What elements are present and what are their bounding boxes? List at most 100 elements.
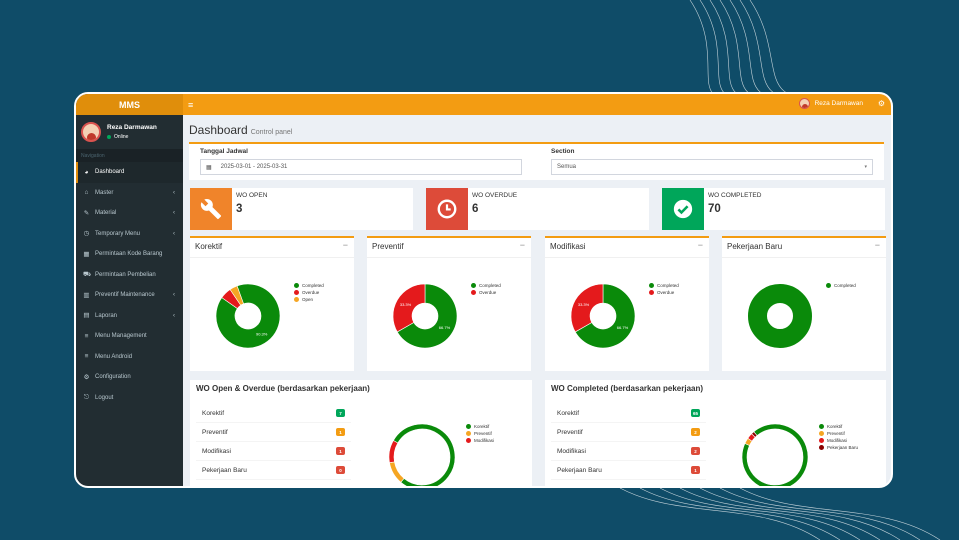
legend-label: Pekerjaan Baru (827, 445, 859, 450)
online-dot-icon (107, 135, 111, 139)
sidebar-item-label: Preventif Maintenance (95, 292, 155, 299)
user-menu[interactable]: Reza Darmawan (798, 98, 863, 109)
sidebar-item-label: Logout (95, 394, 114, 401)
gears-icon[interactable]: ⚙ (877, 99, 885, 108)
sidebar-menu: ◕ Dashboard ⌂ Master ‹ ✎ Material ‹ ◷ Temporar… (76, 162, 183, 408)
nav-header: Navigation (76, 149, 183, 162)
bar-chart-icon: ▥ (83, 291, 90, 299)
pie-slice-completed[interactable] (574, 283, 636, 349)
chart-legend: Completed Overdue (471, 282, 501, 296)
date-range-input[interactable]: ▦ 2025-03-01 - 2025-03-31 (200, 159, 522, 175)
sidebar-item-menu-android[interactable]: ≡ Menu Android (76, 347, 183, 368)
brand-logo[interactable]: MMS (76, 94, 183, 115)
sidebar-item-laporan[interactable]: ▤ Laporan ‹ (76, 306, 183, 327)
sidebar-item-label: Configuration (95, 374, 131, 381)
wrench-icon (190, 188, 232, 230)
legend-item: Completed (294, 282, 324, 289)
pie-slice-completed[interactable] (215, 283, 281, 349)
row-label: Pekerjaan Baru (202, 466, 247, 474)
collapse-button[interactable]: − (697, 240, 703, 250)
table-row: Pekerjaan Baru 1 (551, 461, 706, 480)
wo-open-infobox[interactable]: WO OPEN 3 (190, 188, 413, 230)
sidebar-item-menu-management[interactable]: ≡ Menu Management (76, 326, 183, 347)
chart-title: Preventif (372, 242, 404, 251)
collapse-button[interactable]: − (519, 240, 525, 250)
slice-label: 90.3% (256, 331, 268, 336)
legend-label: Overdue (657, 290, 675, 295)
wo-completed-box: WO Completed (berdasarkan pekerjaan) Kor… (545, 380, 886, 486)
calendar-icon: ▦ (206, 164, 212, 171)
check-circle-icon (662, 188, 704, 230)
wrench-icon: ✎ (83, 209, 90, 217)
row-label: Pekerjaan Baru (557, 466, 602, 474)
slice-label: 66.7% (439, 325, 451, 330)
sidebar-item-configuration[interactable]: ⚙ Configuration (76, 367, 183, 388)
legend-item: Pekerjaan Baru (819, 444, 858, 451)
user-status: Online (107, 134, 157, 140)
row-label: Preventif (202, 428, 228, 436)
count-badge: 2 (691, 447, 700, 455)
sidebar-item-label: Menu Android (95, 353, 133, 360)
slice-label: 33.3% (578, 302, 590, 307)
sidebar-item-master[interactable]: ⌂ Master ‹ (76, 183, 183, 204)
table-row: Korektif 7 (196, 404, 351, 423)
date-filter-label: Tanggal Jadwal (200, 148, 248, 155)
count-badge: 7 (336, 409, 345, 417)
table-icon: ▦ (83, 250, 90, 258)
avatar (81, 122, 101, 142)
sidebar-item-material[interactable]: ✎ Material ‹ (76, 203, 183, 224)
chart-title: Korektif (195, 242, 223, 251)
collapse-button[interactable]: − (874, 240, 880, 250)
legend-label: Completed (479, 283, 501, 288)
list-icon: ≡ (84, 332, 89, 340)
section-select[interactable]: Semua ▾ (551, 159, 873, 175)
sidebar-item-label: Permintaan Pembelian (95, 271, 156, 278)
page-title-text: Dashboard (189, 123, 248, 137)
infobox-label: WO OVERDUE (472, 192, 518, 199)
table-row: Preventif 1 (196, 423, 351, 442)
infobox-label: WO OPEN (236, 192, 268, 199)
app-window: MMS Reza Darmawan Online Navigation ◕ Das… (74, 92, 893, 488)
legend-label: Completed (657, 283, 679, 288)
clock-icon (426, 188, 468, 230)
cart-icon: ⛟ (83, 271, 92, 279)
sidebar-item-logout[interactable]: ⎋ Logout (76, 388, 183, 409)
chevron-left-icon: ‹ (173, 312, 175, 319)
pie-slice-overdue[interactable] (392, 283, 426, 333)
legend-item: Korektif (819, 423, 858, 430)
list-icon: ≡ (84, 353, 89, 361)
sidebar-item-temporary-menu[interactable]: ◷ Temporary Menu ‹ (76, 224, 183, 245)
row-label: Korektif (557, 409, 580, 417)
pie-slice-open[interactable] (229, 285, 244, 306)
table-row: Preventif 2 (551, 423, 706, 442)
wo-open-overdue-box: WO Open & Overdue (berdasarkan pekerjaan… (190, 380, 532, 486)
pie-slice-preventif[interactable] (389, 461, 405, 483)
sidebar-item-dashboard[interactable]: ◕ Dashboard (76, 162, 183, 183)
pie-slice-pekerjaan-baru[interactable] (751, 431, 758, 438)
legend-label: Open (302, 297, 314, 302)
sidebar-item-permintaan-kode-barang[interactable]: ▦ Permintaan Kode Barang (76, 244, 183, 265)
legend-item: Modifikasi (466, 437, 494, 444)
pie-slice-completed[interactable] (396, 283, 458, 349)
pie-slice-overdue[interactable] (570, 283, 604, 333)
section-filter-label: Section (551, 148, 575, 155)
modifikasi-chart-box: Modifikasi − 66.7% 33.3% Completed Overdu… (545, 236, 709, 371)
row-label: Korektif (202, 409, 225, 417)
legend-label: Completed (302, 283, 324, 288)
legend-label: Overdue (302, 290, 320, 295)
sidebar-item-permintaan-pembelian[interactable]: ⛟ Permintaan Pembelian (76, 265, 183, 286)
hamburger-menu-icon[interactable]: ≡ (188, 99, 194, 110)
pie-slice-modifikasi[interactable] (388, 440, 399, 464)
preventif-donut-chart: 66.7% 33.3% (392, 283, 458, 349)
pekerjaan-baru-chart-box: Pekerjaan Baru − Completed (722, 236, 886, 371)
legend-item: Completed (649, 282, 679, 289)
collapse-button[interactable]: − (342, 240, 348, 250)
legend-item: Korektif (466, 423, 494, 430)
wo-overdue-infobox[interactable]: WO OVERDUE 6 (426, 188, 649, 230)
user-name: Reza Darmawan (107, 124, 157, 131)
legend-label: Preventif (474, 431, 492, 436)
pie-slice-completed[interactable] (748, 284, 812, 348)
wo-completed-infobox[interactable]: WO COMPLETED 70 (662, 188, 885, 230)
chart-legend: Completed (826, 282, 856, 289)
sidebar-item-preventif-maintenance[interactable]: ▥ Preventif Maintenance ‹ (76, 285, 183, 306)
